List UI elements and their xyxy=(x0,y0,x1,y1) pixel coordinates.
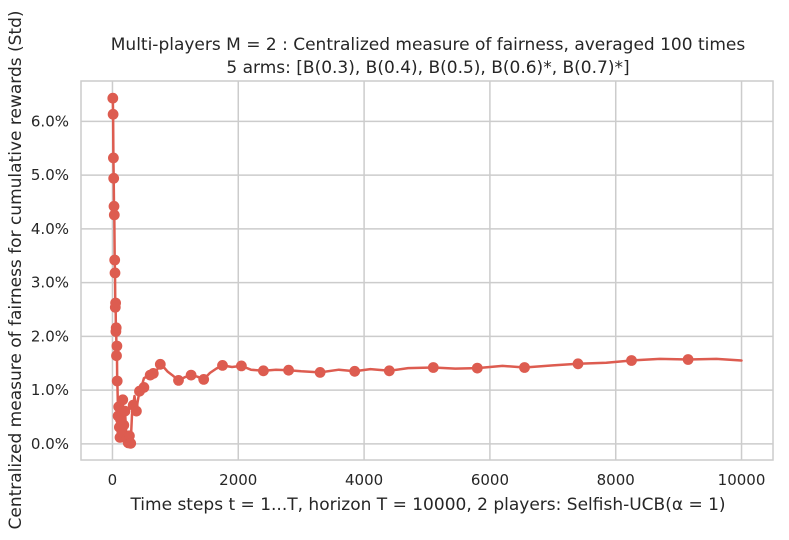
x-tick-label: 8000 xyxy=(597,471,635,489)
data-point xyxy=(110,297,121,309)
y-axis-label: Centralized measure of fairness for cumu… xyxy=(6,10,26,529)
y-tick-label: 1.0% xyxy=(31,381,69,399)
data-point xyxy=(108,152,119,164)
data-point xyxy=(349,365,361,377)
chart-title-line2: 5 arms: [B(0.3), B(0.4), B(0.5), B(0.6)*… xyxy=(226,58,629,78)
data-point xyxy=(257,365,269,377)
x-tick-label: 0 xyxy=(108,471,118,489)
data-point xyxy=(107,108,119,120)
data-point xyxy=(626,355,637,366)
y-tick-label: 3.0% xyxy=(31,274,69,292)
data-point xyxy=(427,362,439,373)
grid xyxy=(81,81,773,460)
data-point xyxy=(682,354,694,365)
data-point xyxy=(111,340,123,352)
data-point xyxy=(173,374,184,386)
data-point xyxy=(572,358,584,370)
y-tick-label: 5.0% xyxy=(31,166,69,184)
data-point xyxy=(110,322,122,334)
y-tick-label: 0.0% xyxy=(31,435,69,453)
y-tick-label: 4.0% xyxy=(31,220,69,238)
data-point xyxy=(154,358,166,370)
data-point xyxy=(107,92,119,104)
y-tick-label: 6.0% xyxy=(31,112,69,130)
data-point xyxy=(109,267,121,279)
x-tick-labels: 0 2000 4000 6000 8000 10000 xyxy=(108,471,766,489)
data-point xyxy=(125,437,137,449)
data-point xyxy=(130,405,142,417)
x-tick-label: 2000 xyxy=(219,471,257,489)
plot-area xyxy=(80,80,774,461)
data-point xyxy=(217,359,228,371)
data-point xyxy=(235,360,247,372)
series-layer xyxy=(107,92,743,449)
y-tick-label: 2.0% xyxy=(31,327,69,345)
data-point xyxy=(111,350,122,362)
data-point xyxy=(283,364,295,376)
x-tick-label: 6000 xyxy=(471,471,509,489)
data-point xyxy=(471,362,483,374)
data-point xyxy=(519,362,530,373)
data-point xyxy=(117,394,129,406)
data-point xyxy=(108,172,120,184)
data-point xyxy=(109,254,121,266)
data-point xyxy=(108,209,120,221)
data-point xyxy=(138,381,150,393)
data-point xyxy=(383,365,395,377)
x-axis-label: Time steps t = 1...T, horizon T = 10000,… xyxy=(129,495,725,515)
data-point xyxy=(198,373,210,385)
x-tick-label: 4000 xyxy=(345,471,383,489)
data-point xyxy=(111,375,123,387)
data-point xyxy=(119,405,131,417)
x-tick-label: 10000 xyxy=(718,471,766,489)
chart-title-line1: Multi-players M = 2 : Centralized measur… xyxy=(111,35,746,55)
y-tick-labels: 0.0% 1.0% 2.0% 3.0% 4.0% 5.0% 6.0% xyxy=(31,112,69,453)
data-point xyxy=(147,367,159,379)
data-point xyxy=(314,366,326,378)
data-point xyxy=(185,369,197,381)
data-point xyxy=(118,419,130,431)
